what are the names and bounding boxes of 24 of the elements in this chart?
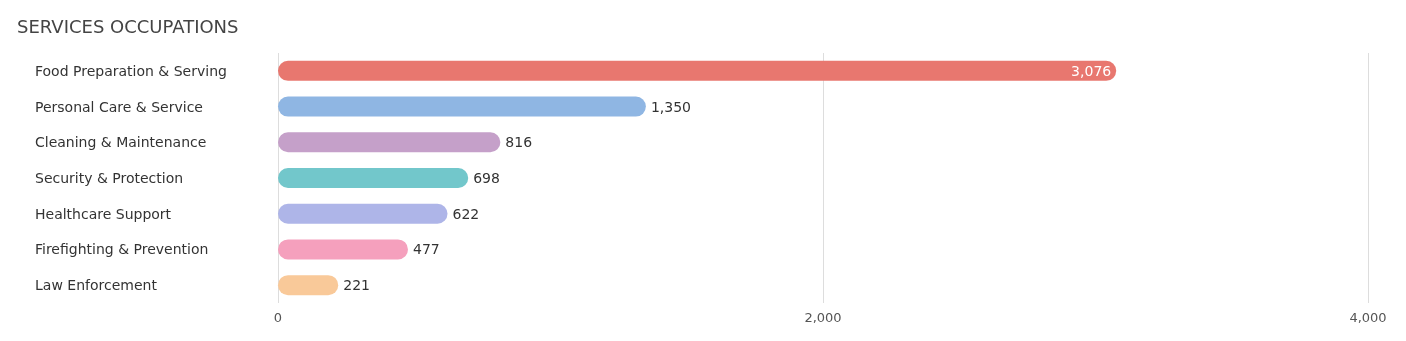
data-label: 622	[452, 205, 480, 222]
text: SERVICES OCCUPATIONS	[17, 15, 239, 37]
x-tick-label: 2,000	[804, 310, 842, 325]
y-tick-label: Security & Protection	[35, 170, 184, 186]
bar	[278, 96, 646, 117]
y-tick-label: Food Preparation & Serving	[35, 62, 227, 79]
x-tick-label: 4,000	[1349, 310, 1387, 325]
y-tick-label: Law Enforcement	[35, 277, 158, 294]
bar	[278, 203, 448, 224]
bar	[278, 239, 408, 260]
bar	[278, 132, 501, 153]
data-label: 816	[505, 134, 533, 151]
y-tick-label: Personal Care & Service	[35, 98, 203, 115]
y-tick-label: Cleaning & Maintenance	[35, 134, 207, 151]
bar	[278, 60, 1117, 81]
data-label: 698	[473, 170, 500, 186]
data-label: 3,076	[1071, 62, 1112, 79]
data-label: 221	[343, 277, 370, 294]
y-tick-label: Healthcare Support	[35, 205, 172, 222]
y-tick-label: Firefighting & Prevention	[35, 241, 209, 258]
data-label: 477	[412, 241, 440, 258]
bar	[278, 168, 469, 188]
data-label: 1,350	[650, 98, 691, 115]
x-tick-label: 0	[273, 310, 283, 325]
